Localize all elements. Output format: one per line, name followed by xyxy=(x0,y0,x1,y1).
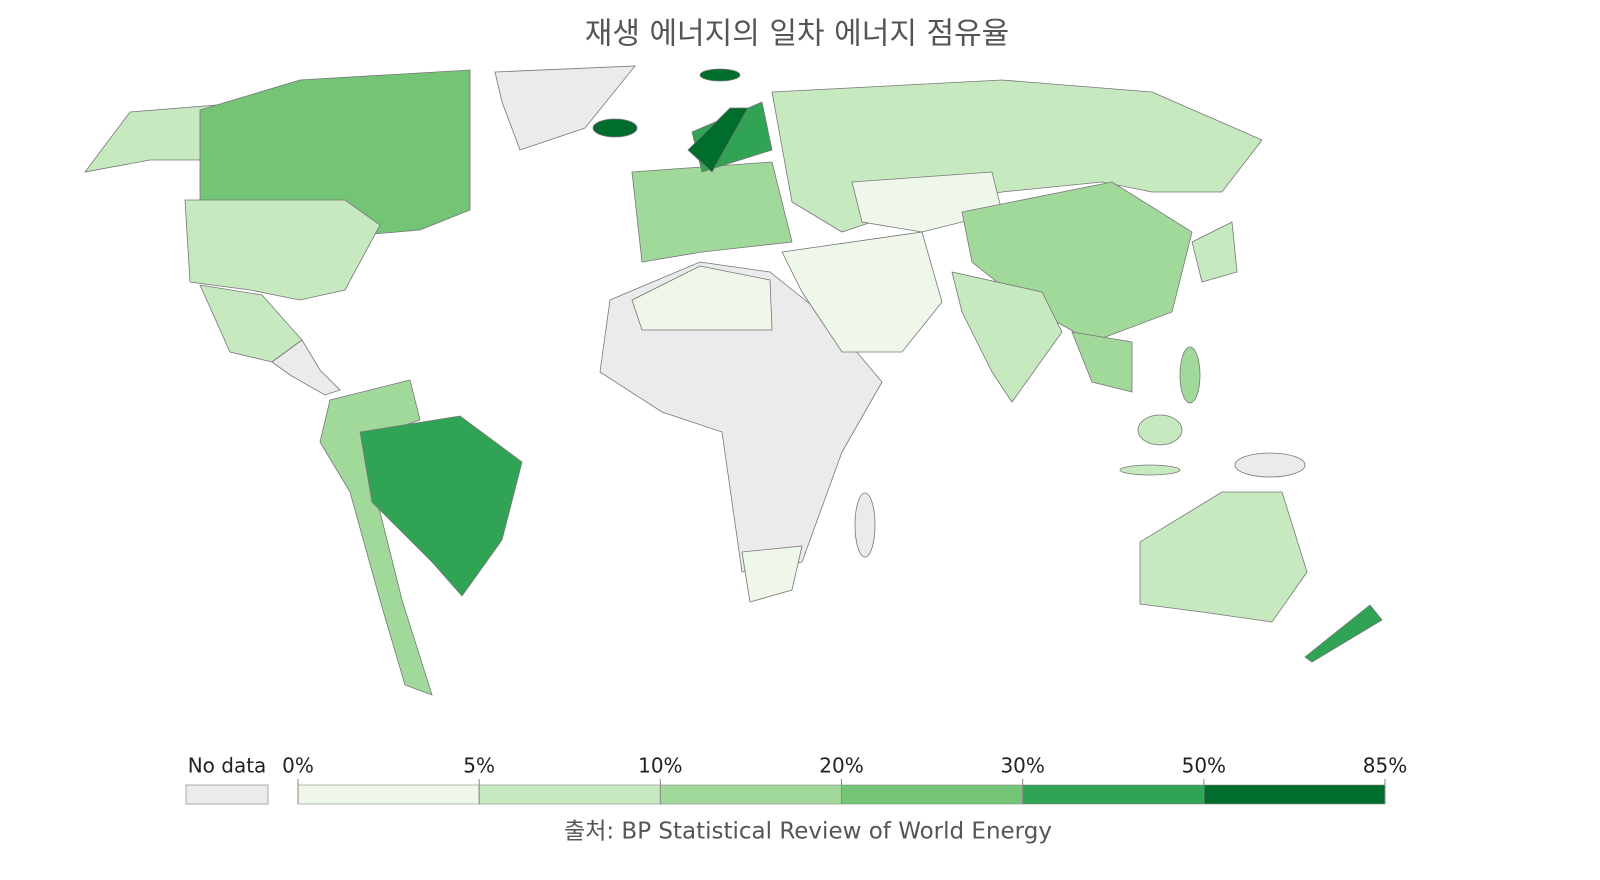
country xyxy=(1304,604,1383,663)
country xyxy=(781,231,943,353)
country xyxy=(631,161,793,263)
country xyxy=(1137,414,1183,446)
country xyxy=(687,107,749,173)
country xyxy=(359,415,523,597)
country xyxy=(319,379,433,696)
legend-swatch xyxy=(478,784,661,805)
country xyxy=(1191,221,1238,283)
country xyxy=(1139,491,1308,623)
country xyxy=(951,271,1063,403)
country xyxy=(1071,331,1133,393)
country xyxy=(1234,452,1306,478)
legend-tick-label: 50% xyxy=(1182,754,1226,778)
country xyxy=(592,118,638,138)
source: 출처: BP Statistical Review of World Energ… xyxy=(564,819,1052,845)
legend-tick-label: 85% xyxy=(1363,754,1407,778)
legend: No data 0% 5% 10% 20% 30% 50% 85% xyxy=(185,754,1407,805)
country xyxy=(599,261,883,573)
no-data-label: No data xyxy=(188,754,267,778)
legend-swatch xyxy=(297,784,480,805)
title: 재생 에너지의 일차 에너지 점유율 xyxy=(585,17,1010,52)
legend-tick-label: 10% xyxy=(638,754,682,778)
world-map xyxy=(84,65,1383,696)
legend-swatch xyxy=(841,784,1023,805)
country xyxy=(741,545,803,603)
country xyxy=(854,492,876,558)
country xyxy=(699,68,741,82)
legend-tick-label: 5% xyxy=(463,754,495,778)
country xyxy=(961,181,1193,343)
country xyxy=(494,65,636,151)
legend-tick-label: 0% xyxy=(282,754,314,778)
country xyxy=(631,265,773,331)
legend-swatch xyxy=(1203,784,1386,805)
legend-tick-label: 30% xyxy=(1000,754,1044,778)
legend-swatch xyxy=(1022,784,1205,805)
country xyxy=(1179,346,1201,404)
legend-tick-label: 20% xyxy=(819,754,863,778)
legend-swatch xyxy=(660,784,842,805)
no-data-swatch xyxy=(185,784,269,805)
country xyxy=(271,339,341,396)
country xyxy=(1119,464,1181,476)
country xyxy=(184,199,381,301)
